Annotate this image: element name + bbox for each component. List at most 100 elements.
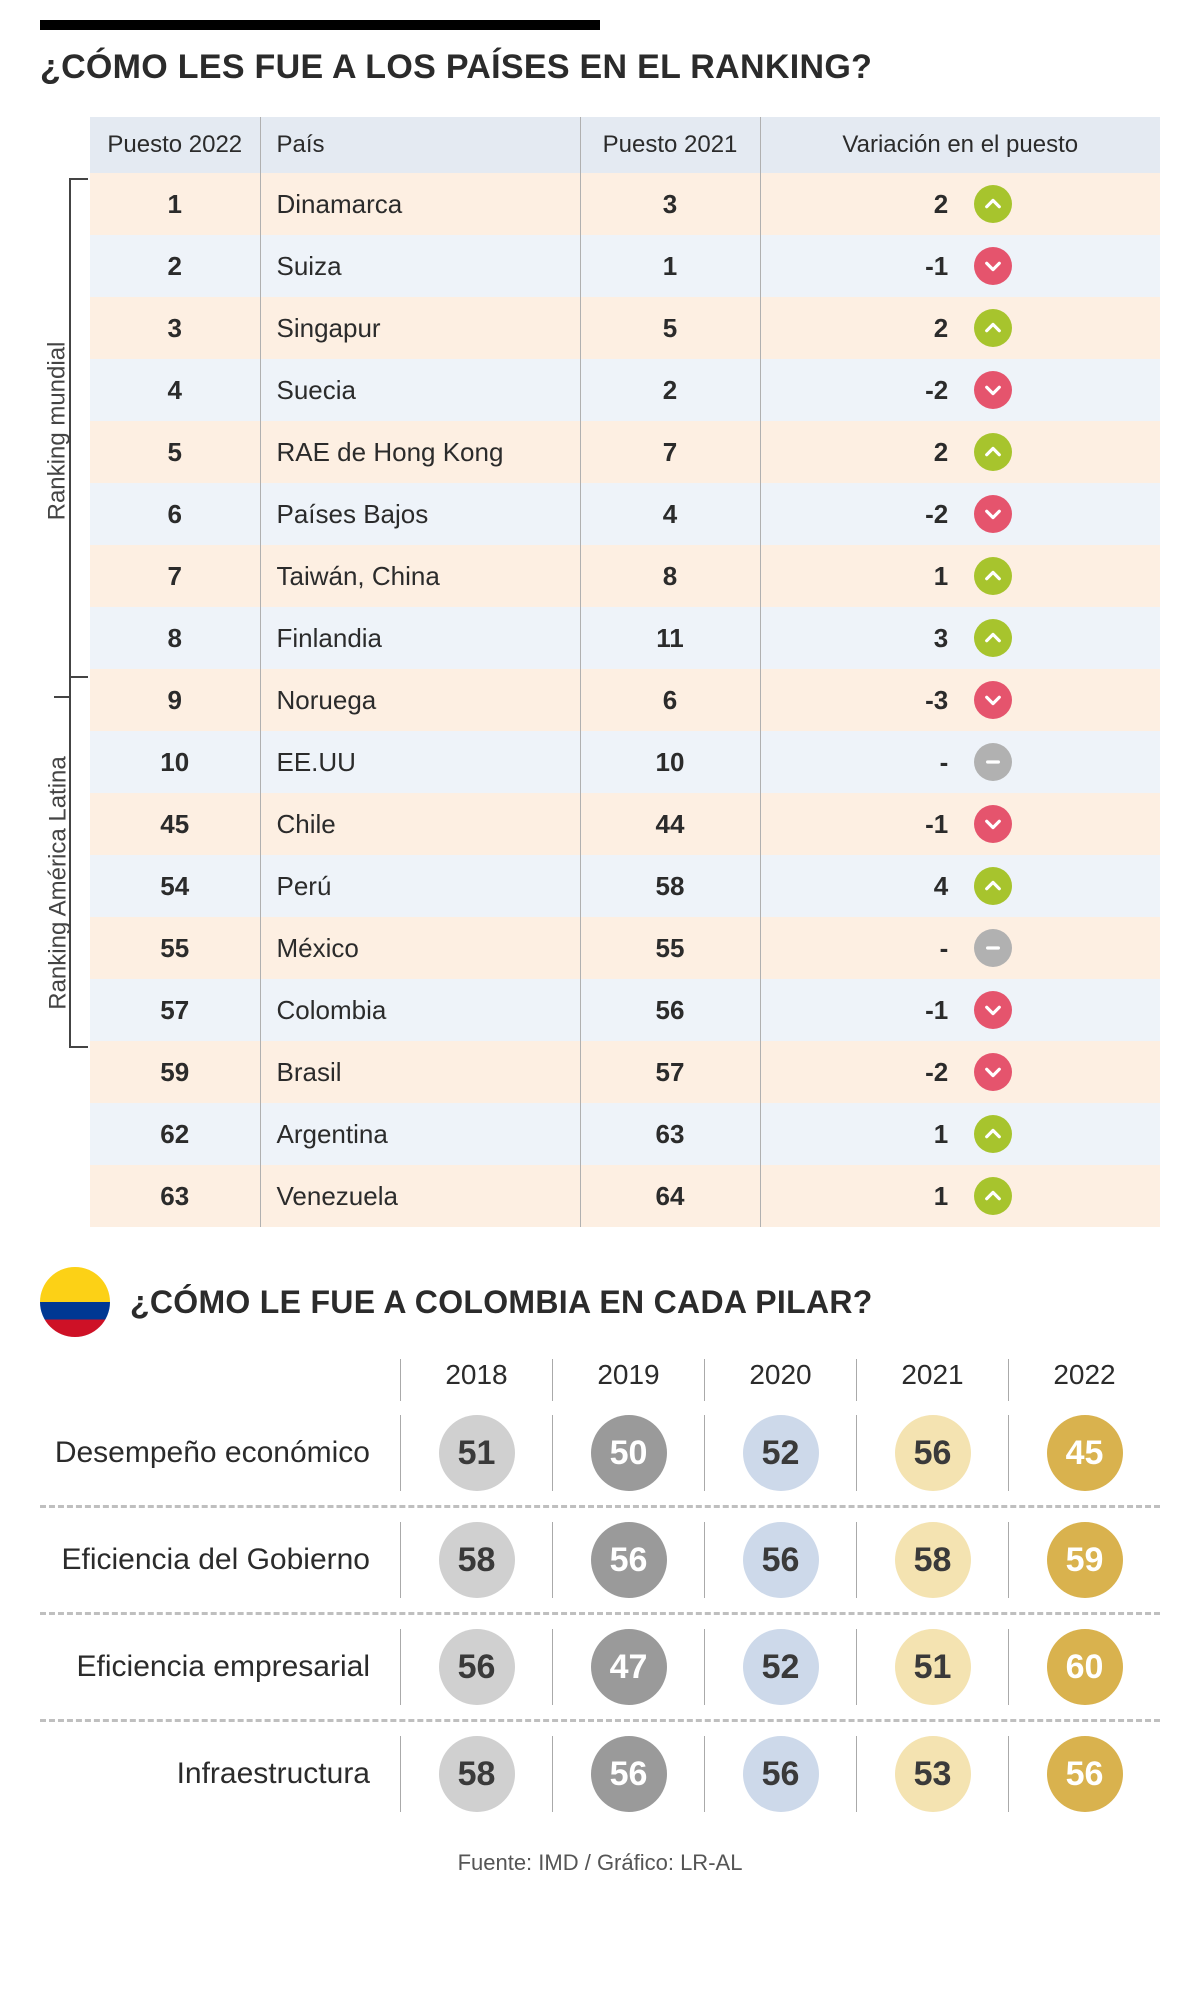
cell-country: Taiwán, China xyxy=(260,545,580,607)
cell-country: Países Bajos xyxy=(260,483,580,545)
pillar-value-cell: 47 xyxy=(552,1629,704,1705)
variation-value: - xyxy=(908,933,948,964)
cell-rank2021: 1 xyxy=(580,235,760,297)
pillar-badge: 59 xyxy=(1047,1522,1123,1598)
table-row: 6Países Bajos4-2 xyxy=(90,483,1160,545)
cell-variation: 2 xyxy=(760,297,1160,359)
ranking-section: Ranking mundial Ranking América Latina P… xyxy=(40,117,1160,1227)
cell-rank2022: 2 xyxy=(90,235,260,297)
variation-value: -2 xyxy=(908,499,948,530)
pillar-label: Eficiencia del Gobierno xyxy=(40,1543,400,1577)
cell-rank2022: 7 xyxy=(90,545,260,607)
table-row: 55México55- xyxy=(90,917,1160,979)
cell-rank2021: 4 xyxy=(580,483,760,545)
variation-value: 1 xyxy=(908,1119,948,1150)
pillar-value-cell: 58 xyxy=(400,1736,552,1812)
cell-rank2021: 44 xyxy=(580,793,760,855)
cell-variation: -2 xyxy=(760,483,1160,545)
table-row: 1Dinamarca32 xyxy=(90,173,1160,235)
pillar-value-cell: 52 xyxy=(704,1415,856,1491)
chevron-up-icon xyxy=(974,557,1012,595)
cell-country: RAE de Hong Kong xyxy=(260,421,580,483)
chevron-up-icon xyxy=(974,1115,1012,1153)
pillar-value-cell: 53 xyxy=(856,1736,1008,1812)
pillar-label: Infraestructura xyxy=(40,1757,400,1791)
pillar-row: Eficiencia del Gobierno5856565859 xyxy=(40,1508,1160,1615)
chevron-down-icon xyxy=(974,371,1012,409)
pillar-value-cell: 56 xyxy=(1008,1736,1160,1812)
pillar-badge: 56 xyxy=(591,1522,667,1598)
chevron-up-icon xyxy=(974,619,1012,657)
pillar-badge: 56 xyxy=(743,1736,819,1812)
cell-country: Argentina xyxy=(260,1103,580,1165)
cell-variation: - xyxy=(760,731,1160,793)
pillar-badge: 53 xyxy=(895,1736,971,1812)
pillar-badge: 60 xyxy=(1047,1629,1123,1705)
cell-rank2021: 55 xyxy=(580,917,760,979)
cell-rank2022: 5 xyxy=(90,421,260,483)
table-row: 62Argentina631 xyxy=(90,1103,1160,1165)
cell-variation: -1 xyxy=(760,235,1160,297)
bracket-column: Ranking mundial Ranking América Latina xyxy=(40,117,90,1227)
cell-variation: 1 xyxy=(760,545,1160,607)
pillar-value-cell: 50 xyxy=(552,1415,704,1491)
cell-variation: -2 xyxy=(760,359,1160,421)
cell-rank2021: 11 xyxy=(580,607,760,669)
chevron-down-icon xyxy=(974,495,1012,533)
chevron-up-icon xyxy=(974,185,1012,223)
col-variation: Variación en el puesto xyxy=(760,117,1160,173)
cell-country: Suiza xyxy=(260,235,580,297)
table-row: 2Suiza1-1 xyxy=(90,235,1160,297)
chevron-down-icon xyxy=(974,681,1012,719)
cell-rank2022: 8 xyxy=(90,607,260,669)
cell-rank2021: 6 xyxy=(580,669,760,731)
cell-country: Colombia xyxy=(260,979,580,1041)
table-header-row: Puesto 2022 País Puesto 2021 Variación e… xyxy=(90,117,1160,173)
cell-rank2021: 2 xyxy=(580,359,760,421)
chevron-up-icon xyxy=(974,309,1012,347)
table-row: 45Chile44-1 xyxy=(90,793,1160,855)
pillar-row: Eficiencia empresarial5647525160 xyxy=(40,1615,1160,1722)
pillar-badge: 56 xyxy=(895,1415,971,1491)
variation-value: 1 xyxy=(908,561,948,592)
table-row: 57Colombia56-1 xyxy=(90,979,1160,1041)
cell-country: Perú xyxy=(260,855,580,917)
variation-value: 2 xyxy=(908,313,948,344)
colombia-pillars-section: ¿CÓMO LE FUE A COLOMBIA EN CADA PILAR? 2… xyxy=(40,1267,1160,1826)
minus-icon xyxy=(974,743,1012,781)
variation-value: -2 xyxy=(908,1057,948,1088)
year-header: 2022 xyxy=(1008,1359,1160,1401)
cell-rank2021: 63 xyxy=(580,1103,760,1165)
cell-variation: 1 xyxy=(760,1103,1160,1165)
table-row: 63Venezuela64 1 xyxy=(90,1165,1160,1227)
variation-value: 1 xyxy=(908,1181,948,1212)
cell-country: Finlandia xyxy=(260,607,580,669)
cell-country: México xyxy=(260,917,580,979)
cell-rank2021: 56 xyxy=(580,979,760,1041)
cell-rank2022: 3 xyxy=(90,297,260,359)
minus-icon xyxy=(974,929,1012,967)
table-row: 3Singapur52 xyxy=(90,297,1160,359)
cell-country: Singapur xyxy=(260,297,580,359)
table-row: 9Noruega6-3 xyxy=(90,669,1160,731)
pillar-badge: 58 xyxy=(439,1522,515,1598)
pillar-label: Eficiencia empresarial xyxy=(40,1650,400,1684)
cell-variation: - xyxy=(760,917,1160,979)
col-rank2022: Puesto 2022 xyxy=(90,117,260,173)
pillar-badge: 52 xyxy=(743,1629,819,1705)
table-row: 7Taiwán, China81 xyxy=(90,545,1160,607)
cell-variation: 2 xyxy=(760,173,1160,235)
pillar-label: Desempeño económico xyxy=(40,1436,400,1470)
cell-rank2022: 63 xyxy=(90,1165,260,1227)
pillar-value-cell: 56 xyxy=(704,1736,856,1812)
source-footer: Fuente: IMD / Gráfico: LR-AL xyxy=(40,1850,1160,1876)
year-header: 2019 xyxy=(552,1359,704,1401)
chevron-down-icon xyxy=(974,991,1012,1029)
table-row: 4Suecia2-2 xyxy=(90,359,1160,421)
cell-country: Venezuela xyxy=(260,1165,580,1227)
pillar-badge: 56 xyxy=(439,1629,515,1705)
cell-rank2021: 64 xyxy=(580,1165,760,1227)
cell-rank2022: 59 xyxy=(90,1041,260,1103)
cell-variation: 3 xyxy=(760,607,1160,669)
pillar-badge: 52 xyxy=(743,1415,819,1491)
